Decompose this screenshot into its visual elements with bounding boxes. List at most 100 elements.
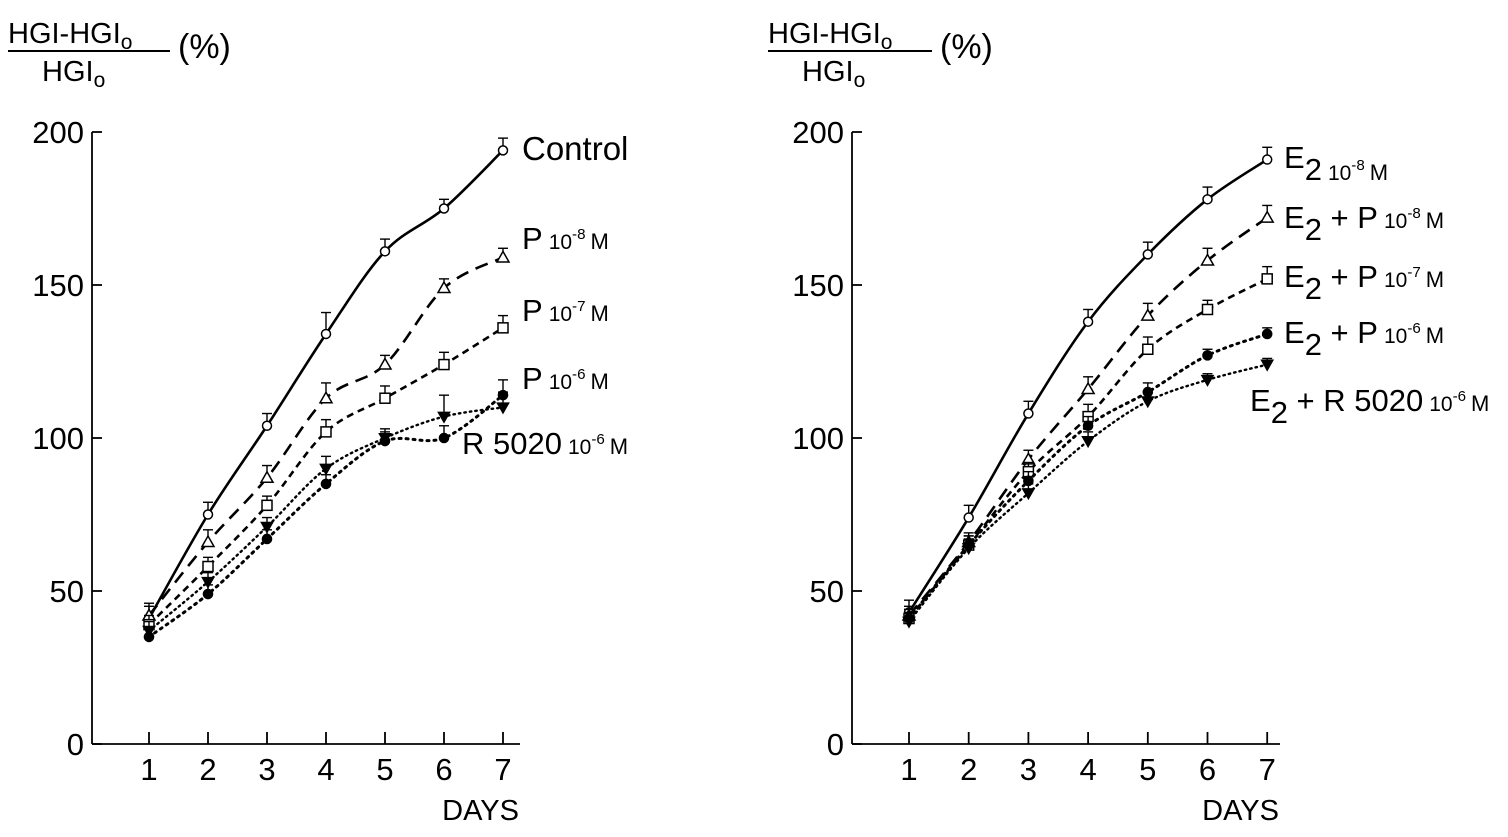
- label-main: P: [522, 221, 543, 256]
- numerator-text: HGI-HGI: [8, 18, 121, 50]
- x-tick-label: 2: [199, 752, 216, 787]
- data-point: [1080, 381, 1096, 395]
- label-exponent: -6: [1453, 388, 1466, 405]
- label-main: E: [1250, 383, 1271, 418]
- x-tick-label: 3: [258, 752, 275, 787]
- y-axis-title-numerator: HGI-HGIo: [768, 18, 892, 54]
- label-exponent: -6: [591, 431, 604, 448]
- label-ten: 10: [1384, 210, 1407, 233]
- data-point: [1200, 374, 1215, 387]
- label-main: P: [522, 293, 543, 328]
- data-point: [496, 402, 510, 415]
- label-ten: 10: [549, 303, 572, 326]
- series-label: E2 + P 10-7 M: [1284, 259, 1444, 306]
- label-unit: M: [1426, 323, 1444, 348]
- data-point: [438, 358, 450, 371]
- x-tick-label: 7: [494, 752, 511, 787]
- y-axis-title-denominator: HGIo: [42, 56, 105, 92]
- label-main: E: [1284, 200, 1305, 235]
- data-point: [961, 543, 976, 556]
- x-axis-label: DAYS: [442, 795, 519, 827]
- y-axis-unit: (%): [178, 28, 231, 66]
- label-exponent: -8: [1407, 205, 1420, 222]
- data-point: [1140, 396, 1155, 409]
- data-point: [379, 246, 391, 257]
- denominator-subscript: o: [94, 69, 106, 92]
- x-tick-label: 1: [900, 752, 917, 787]
- series-label: E2 + R 5020 10-6 M: [1250, 383, 1489, 430]
- data-point: [1261, 328, 1273, 340]
- data-point: [1081, 436, 1095, 449]
- x-tick-label: 2: [960, 752, 977, 787]
- y-tick-label: 50: [810, 574, 844, 609]
- data-point: [1202, 350, 1213, 361]
- series-label: P 10-7 M: [522, 293, 609, 328]
- series-label: P 10-6 M: [522, 361, 609, 396]
- label-ten: 10: [549, 231, 572, 254]
- data-point: [378, 433, 392, 446]
- denominator-text: HGI: [42, 56, 94, 88]
- data-point: [202, 509, 214, 520]
- numerator-subscript: o: [121, 31, 133, 54]
- series-label: Control: [522, 130, 628, 167]
- label-subscript: 2: [1271, 395, 1288, 430]
- y-tick-label: 200: [792, 115, 844, 150]
- label-main: P: [522, 361, 543, 396]
- x-tick-label: 1: [140, 752, 157, 787]
- y-axis-title-denominator: HGIo: [802, 56, 865, 92]
- label-exponent: -6: [1407, 320, 1420, 337]
- label-exponent: -7: [572, 298, 585, 315]
- y-tick-label: 0: [67, 727, 84, 762]
- x-tick-label: 6: [1199, 752, 1216, 787]
- data-point: [201, 576, 215, 589]
- y-tick-label: 150: [32, 268, 84, 303]
- series-4: E2 + P 10-6 M: [903, 315, 1444, 624]
- data-point: [202, 560, 214, 573]
- data-point: [902, 616, 916, 629]
- series-4: P 10-6 M: [143, 361, 609, 643]
- y-tick-label: 200: [32, 115, 84, 150]
- data-point: [1082, 316, 1094, 327]
- y-tick-label: 50: [50, 574, 84, 609]
- data-point: [379, 392, 391, 404]
- y-tick-label: 0: [827, 727, 844, 762]
- data-point: [963, 512, 974, 523]
- series-3: P 10-7 M: [143, 293, 609, 631]
- x-axis-label: DAYS: [1202, 795, 1279, 827]
- series-3: E2 + P 10-7 M: [903, 259, 1444, 625]
- series-line: [907, 277, 1268, 620]
- series-5: R 5020 10-6 M: [142, 391, 628, 638]
- series-label: E2 + P 10-6 M: [1284, 315, 1444, 362]
- data-point: [377, 357, 393, 370]
- x-tick-label: 3: [1020, 752, 1037, 787]
- y-tick-label: 150: [792, 268, 844, 303]
- label-exponent: -8: [1351, 157, 1364, 174]
- x-tick-label: 5: [376, 752, 393, 787]
- data-point: [497, 322, 509, 334]
- data-point: [437, 411, 451, 424]
- label-main: E: [1284, 315, 1305, 350]
- series-line: [907, 363, 1269, 623]
- label-ten: 10: [1328, 162, 1351, 185]
- data-point: [438, 203, 450, 214]
- label-subscript: 2: [1305, 152, 1322, 187]
- data-point: [259, 470, 275, 484]
- data-point: [1259, 210, 1275, 223]
- label-ten: 10: [568, 436, 591, 459]
- label-unit: M: [610, 434, 628, 459]
- x-tick-label: 5: [1139, 752, 1156, 787]
- data-point: [1201, 303, 1214, 316]
- data-point: [1260, 359, 1275, 372]
- denominator-text: HGI: [802, 56, 854, 88]
- label-rest: + P: [1322, 200, 1378, 235]
- numerator-text: HGI-HGI: [768, 18, 881, 50]
- label-main: Control: [522, 130, 628, 167]
- data-point: [1082, 420, 1094, 432]
- label-unit: M: [1370, 160, 1388, 185]
- label-ten: 10: [549, 371, 572, 394]
- data-point: [318, 390, 334, 404]
